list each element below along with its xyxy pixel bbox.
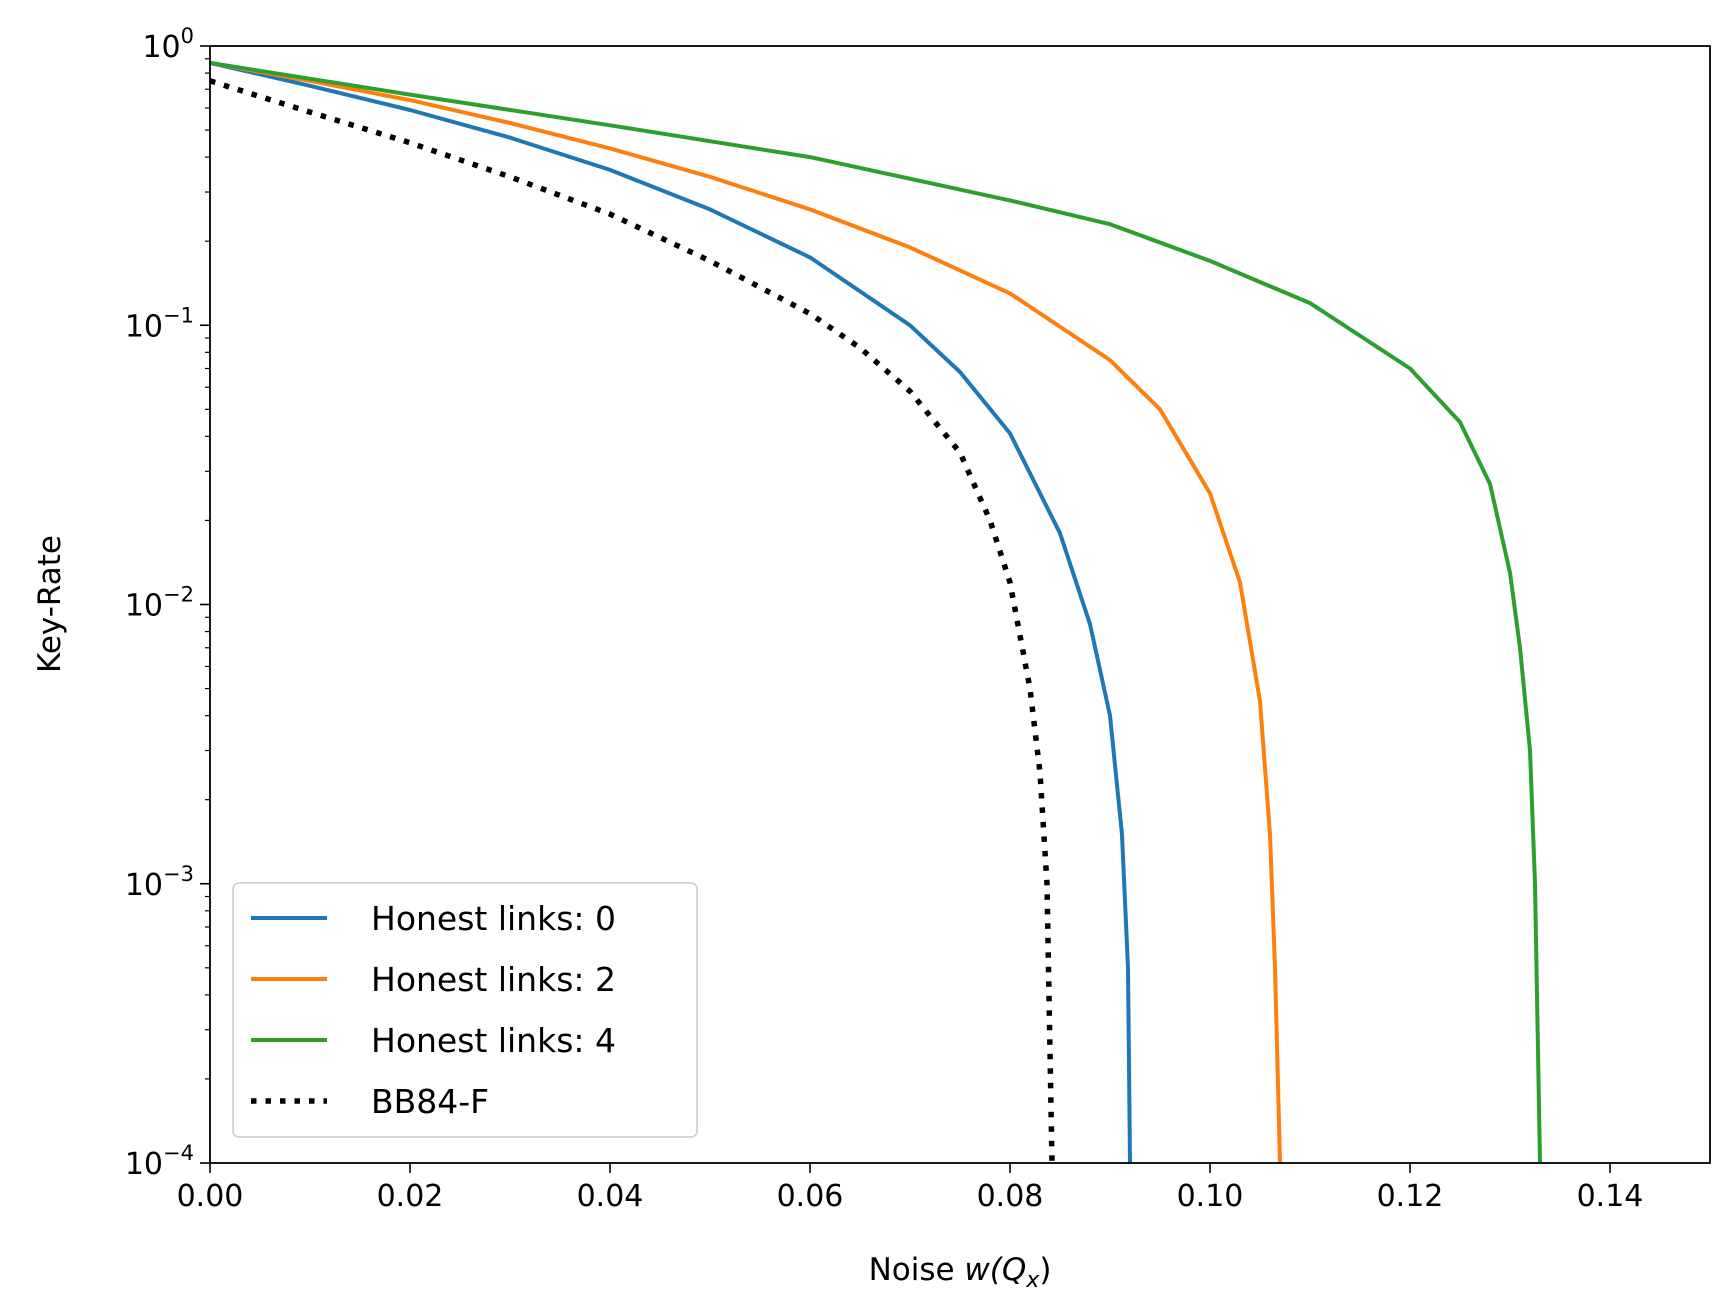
series-layer xyxy=(210,60,1542,1163)
y-tick-label: 10−3 xyxy=(125,862,194,903)
y-axis: 100 10−1 10−2 10−3 10−4 xyxy=(125,24,210,1182)
legend-frame xyxy=(232,882,698,1138)
x-tick-label: 0.14 xyxy=(1577,1179,1644,1214)
y-tick-label: 10−4 xyxy=(125,1141,194,1182)
x-tick-label: 0.00 xyxy=(177,1179,244,1214)
x-tick-label: 0.12 xyxy=(1377,1179,1444,1214)
series-line xyxy=(210,78,1055,1163)
y-tick-label: 10−1 xyxy=(125,303,194,344)
y-tick-label: 100 xyxy=(142,24,194,65)
legend: Honest links: 0 Honest links: 2 Honest lin… xyxy=(232,882,698,1138)
x-tick-label: 0.04 xyxy=(577,1179,644,1214)
legend-label: Honest links: 0 xyxy=(371,899,616,938)
series-line xyxy=(210,60,1542,1163)
series-line xyxy=(210,60,1132,1163)
x-axis-label: Noise w(Qx) xyxy=(869,1252,1052,1293)
series-line xyxy=(210,60,1282,1163)
x-tick-label: 0.08 xyxy=(977,1179,1044,1214)
legend-label: Honest links: 2 xyxy=(371,960,616,999)
x-tick-label: 0.06 xyxy=(777,1179,844,1214)
legend-label: Honest links: 4 xyxy=(371,1021,616,1060)
x-tick-label: 0.02 xyxy=(377,1179,444,1214)
legend-label: BB84-F xyxy=(371,1082,489,1121)
y-axis-label: Key-Rate xyxy=(32,535,68,673)
y-tick-label: 10−2 xyxy=(125,583,194,624)
x-axis: 0.00 0.02 0.04 0.06 0.08 0.10 0.12 0.14 xyxy=(177,1163,1644,1214)
x-tick-label: 0.10 xyxy=(1177,1179,1244,1214)
